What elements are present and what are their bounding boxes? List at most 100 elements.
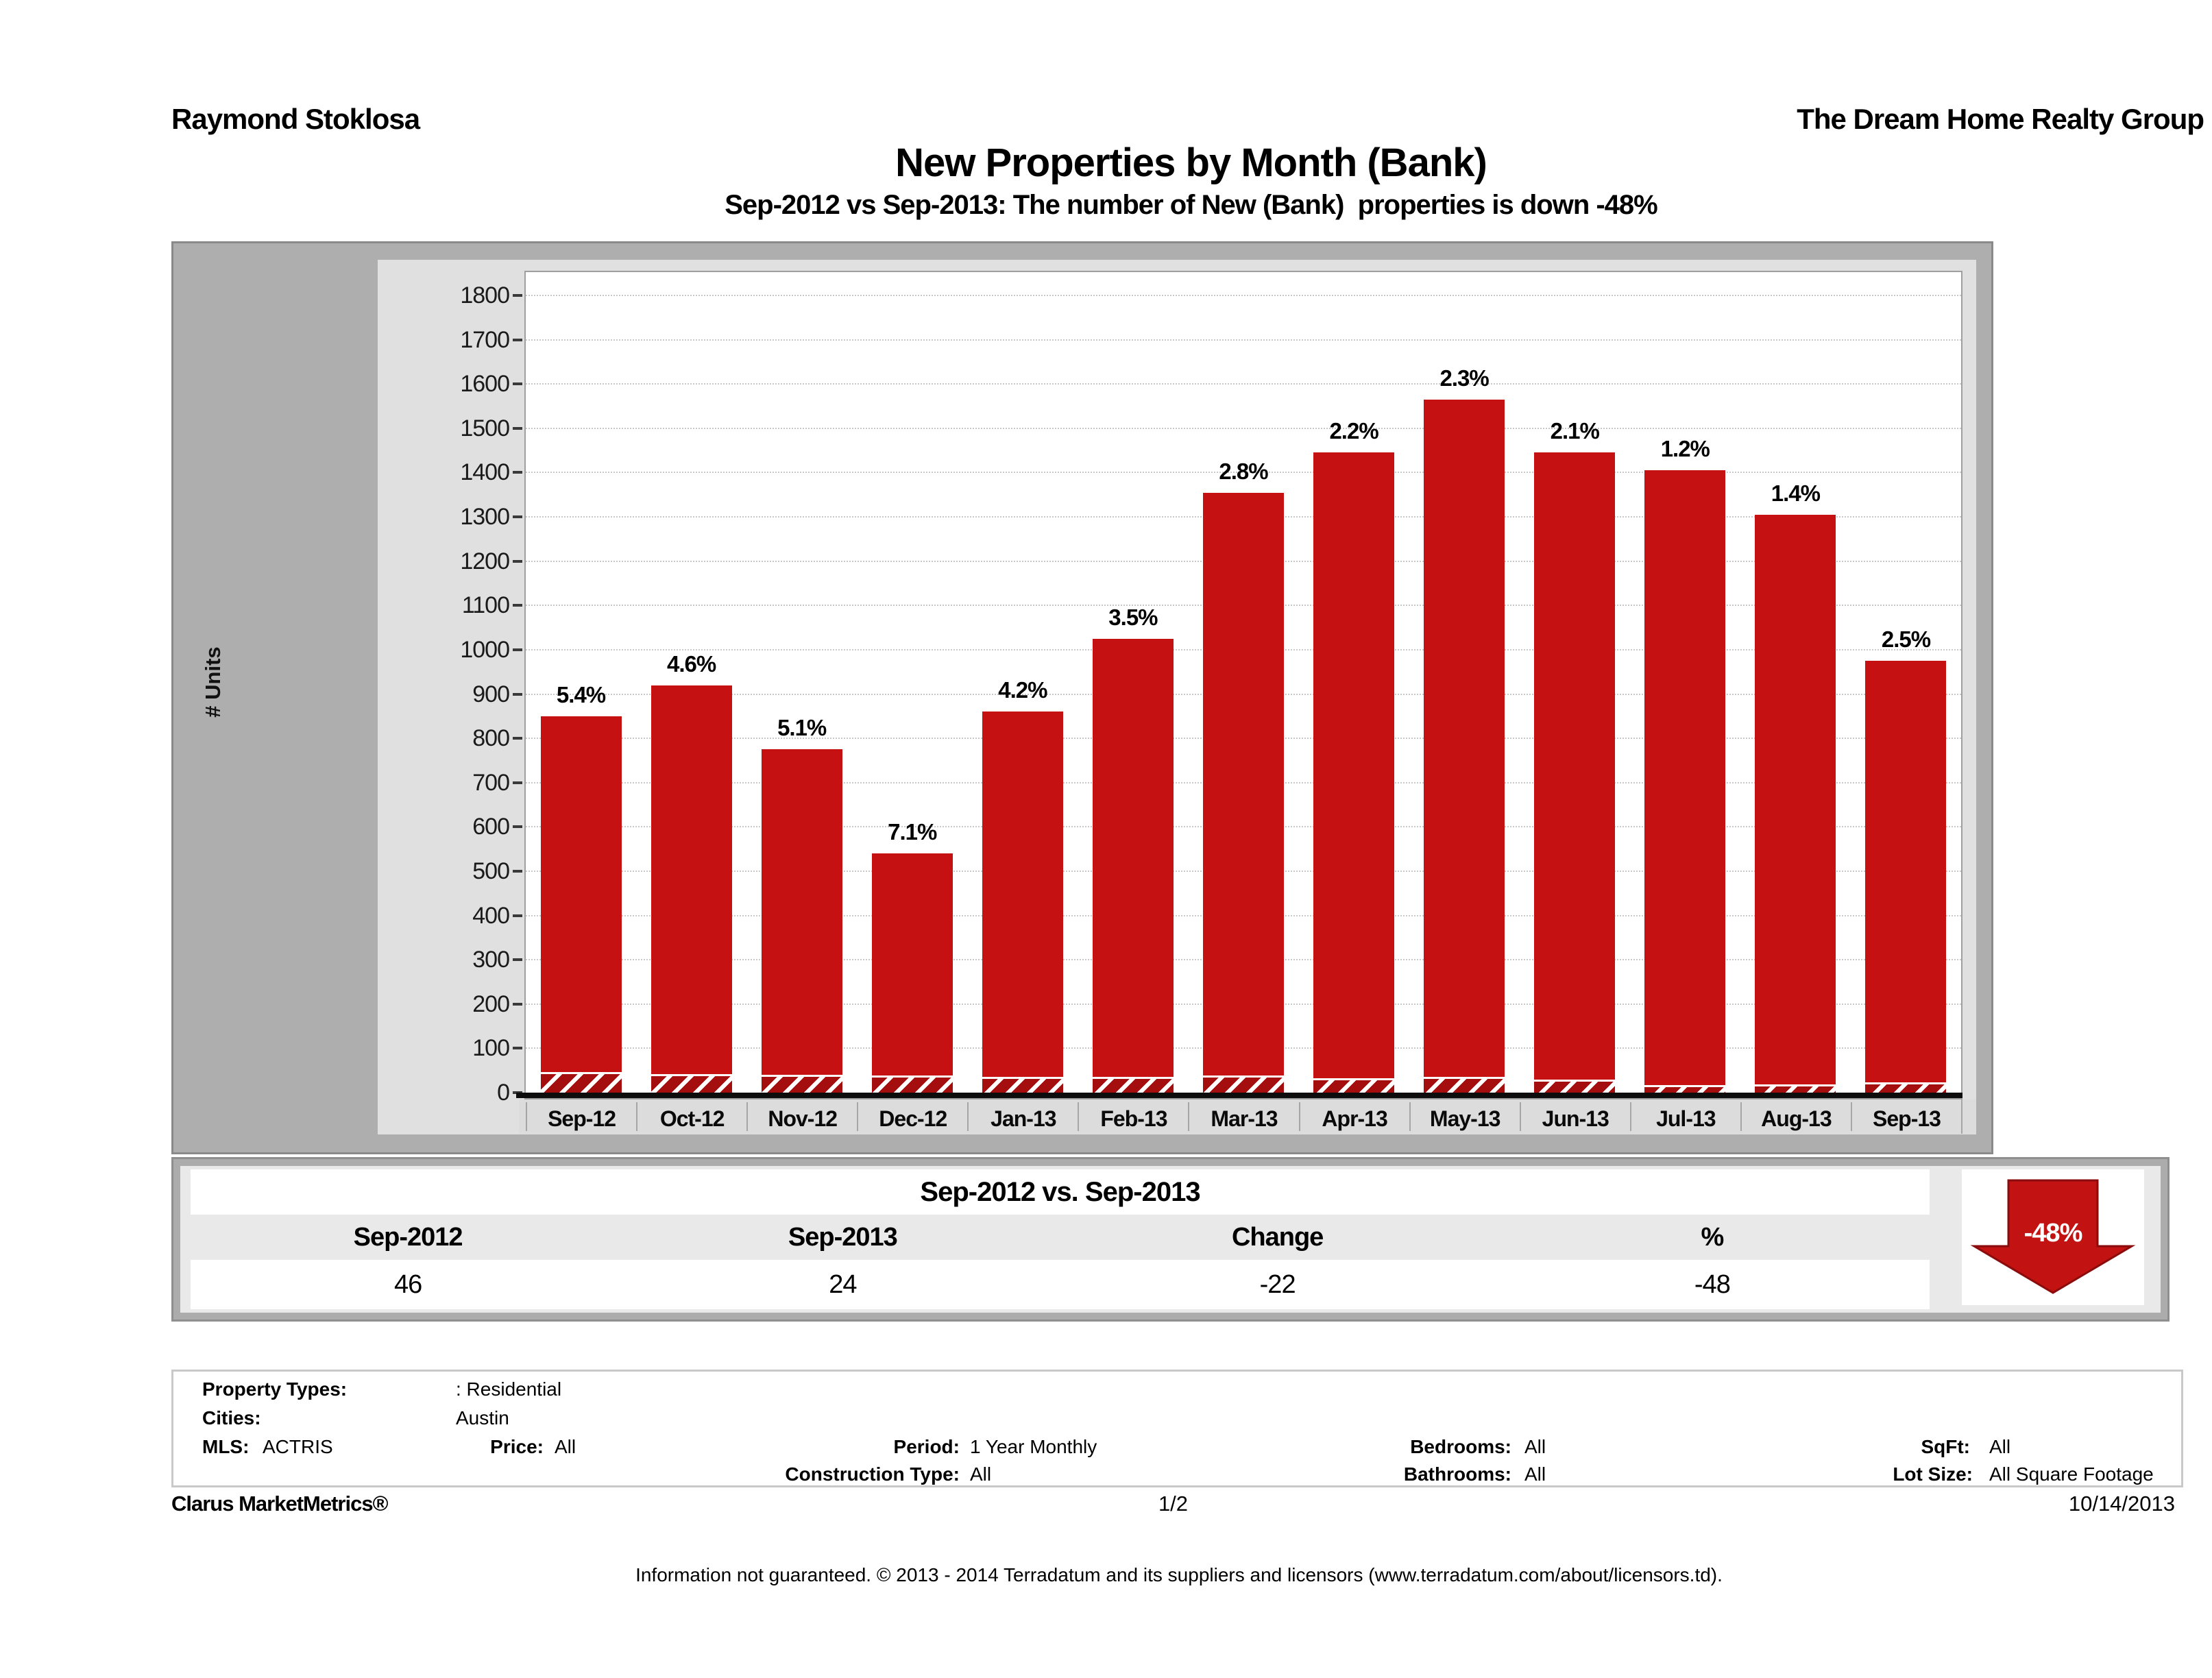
bar-Sep-13 — [1865, 661, 1947, 1093]
bathrooms-value: All — [1524, 1463, 1546, 1485]
bar-percent-label: 2.8% — [1219, 458, 1268, 484]
bank-hatch-segment — [1644, 1085, 1726, 1093]
gridline — [526, 472, 1961, 474]
y-tick-label: 1800 — [460, 282, 510, 308]
y-tick-label: 1700 — [460, 326, 510, 353]
bar-percent-label: 2.1% — [1550, 418, 1600, 444]
bar-Jun-13 — [1534, 452, 1616, 1093]
gridline — [526, 383, 1961, 385]
y-tick-label: 1400 — [460, 459, 510, 486]
month-label-May-13: May-13 — [1409, 1102, 1520, 1131]
summary-table: Sep-2012 vs. Sep-2013 Sep-2012 Sep-2013 … — [191, 1169, 1930, 1309]
construction-type-label: Construction Type: — [785, 1463, 960, 1485]
y-tick-label: 200 — [472, 990, 510, 1017]
bar-percent-label: 3.5% — [1108, 604, 1158, 630]
bedrooms-value: All — [1524, 1436, 1546, 1457]
bar-Mar-13 — [1203, 492, 1284, 1093]
y-tick-mark — [513, 914, 522, 917]
y-tick-label: 1100 — [461, 592, 510, 619]
chart-panel: 5.4% 4.6% 5.1% 7.1% 4.2% 3.5% 2.8% 2.2% 2.3% 2.1%… — [378, 260, 1976, 1134]
lot-size-value: All Square Footage — [1989, 1463, 2154, 1485]
bar-Jul-13 — [1644, 470, 1726, 1093]
month-label-Sep-13: Sep-13 — [1850, 1102, 1961, 1131]
bar-Apr-13 — [1313, 452, 1395, 1093]
y-tick-label: 800 — [472, 725, 510, 752]
bar-percent-label: 1.4% — [1771, 480, 1821, 506]
price-value: All — [555, 1436, 576, 1457]
bank-hatch-segment — [651, 1073, 732, 1093]
bank-hatch-segment — [761, 1075, 842, 1093]
bar-Feb-13 — [1092, 638, 1174, 1093]
y-tick-mark — [513, 692, 522, 696]
y-tick-mark — [513, 559, 522, 563]
month-label-Jan-13: Jan-13 — [967, 1102, 1078, 1131]
y-tick-mark — [513, 1002, 522, 1006]
summary-table-title: Sep-2012 vs. Sep-2013 — [191, 1169, 1930, 1215]
trend-arrow-box: -48% — [1962, 1169, 2144, 1305]
column-header: Sep-2013 — [788, 1223, 898, 1252]
y-tick-mark — [513, 515, 522, 519]
agent-name: Raymond Stoklosa — [171, 103, 420, 135]
y-axis-title: # Units — [201, 646, 225, 718]
title-block: New Properties by Month (Bank) Sep-2012 … — [171, 141, 2211, 221]
summary-table-header: Sep-2012 Sep-2013 Change % — [191, 1215, 1930, 1260]
month-label-Aug-13: Aug-13 — [1740, 1102, 1851, 1131]
y-tick-label: 700 — [472, 769, 510, 796]
y-tick-label: 100 — [472, 1035, 510, 1062]
y-tick-mark — [513, 1047, 522, 1050]
bank-hatch-segment — [982, 1076, 1063, 1093]
bar-percent-label: 4.2% — [998, 677, 1047, 703]
sqft-value: All — [1989, 1436, 2011, 1457]
bar-Sep-12 — [540, 716, 622, 1093]
brand-name: Clarus MarketMetrics® — [171, 1492, 388, 1516]
table-value: 24 — [829, 1270, 857, 1299]
summary-table-values: 46 24 -22 -48 — [191, 1260, 1930, 1309]
y-tick-label: 1500 — [460, 415, 510, 441]
property-types-label: Property Types: — [202, 1378, 348, 1400]
report-header: Raymond Stoklosa The Dream Home Realty G… — [171, 103, 2204, 141]
gridline — [526, 339, 1961, 341]
y-tick-mark — [513, 294, 522, 297]
column-header: Sep-2012 — [353, 1223, 463, 1252]
month-label-Jul-13: Jul-13 — [1629, 1102, 1740, 1131]
bank-hatch-segment — [871, 1075, 953, 1093]
page-number: 1/2 — [1158, 1492, 1189, 1516]
month-label-Nov-12: Nov-12 — [746, 1102, 857, 1131]
period-value: 1 Year Monthly — [970, 1436, 1097, 1457]
property-types-value: : Residential — [456, 1378, 562, 1400]
bedrooms-label: Bedrooms: — [1410, 1436, 1511, 1457]
table-value: 46 — [393, 1270, 422, 1299]
y-tick-mark — [513, 604, 522, 607]
month-label-Jun-13: Jun-13 — [1519, 1102, 1630, 1131]
y-tick-mark — [513, 648, 522, 651]
bar-percent-label: 2.3% — [1439, 365, 1490, 391]
disclaimer-text: Information not guaranteed. © 2013 - 201… — [635, 1564, 1723, 1585]
bar-percent-label: 2.5% — [1881, 627, 1931, 653]
y-tick-mark — [513, 825, 522, 829]
gridline — [526, 427, 1961, 429]
y-tick-mark — [513, 781, 522, 784]
y-tick-label: 0 — [497, 1080, 510, 1106]
bar-percent-label: 7.1% — [888, 819, 937, 845]
x-axis-line — [516, 1093, 1962, 1098]
bank-hatch-segment — [1092, 1076, 1174, 1093]
bank-hatch-segment — [1865, 1082, 1947, 1093]
construction-type-value: All — [970, 1463, 992, 1485]
arrow-percent-label: -48% — [2023, 1219, 2083, 1248]
bar-May-13 — [1424, 399, 1505, 1093]
y-tick-mark — [513, 471, 522, 474]
y-tick-label: 300 — [472, 947, 510, 973]
down-arrow-icon — [1970, 1179, 2136, 1294]
month-labels: Sep-12 Oct-12 Nov-12 Dec-12 Jan-13 Feb-13 Mar-… — [526, 1099, 1962, 1134]
cities-value: Austin — [456, 1407, 509, 1428]
y-tick-label: 400 — [472, 902, 510, 929]
y-tick-mark — [513, 426, 522, 430]
report-date: 10/14/2013 — [2068, 1492, 2175, 1516]
page-title: New Properties by Month (Bank) — [895, 141, 1487, 185]
month-label-Dec-12: Dec-12 — [857, 1102, 967, 1131]
y-tick-mark — [513, 338, 522, 341]
lot-size-label: Lot Size: — [1893, 1463, 1973, 1485]
bathrooms-label: Bathrooms: — [1403, 1463, 1511, 1485]
bar-Aug-13 — [1755, 514, 1836, 1093]
